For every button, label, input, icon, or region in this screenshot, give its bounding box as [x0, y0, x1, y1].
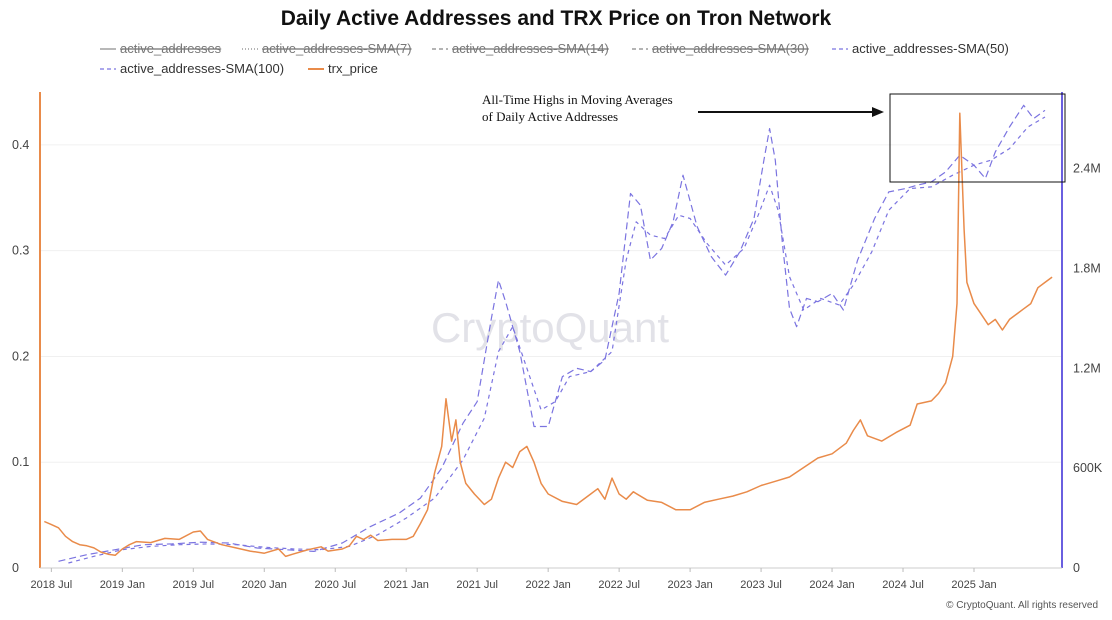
y-left-tick-label: 0.1 — [12, 455, 29, 469]
y-left-tick-label: 0 — [12, 561, 19, 575]
watermark: CryptoQuant — [431, 304, 669, 351]
legend-label: active_addresses — [120, 41, 222, 56]
chart-axes: 0 0.1 0.2 0.3 0.4 0 600K 1.2M 1.8M 2.4M 2018 Jul 20… — [12, 92, 1103, 591]
x-tick-label: 2024 Jul — [882, 579, 924, 591]
x-tick-label: 2018 Jul — [31, 579, 73, 591]
annotation-text-line: of Daily Active Addresses — [482, 109, 618, 124]
legend-label: active_addresses-SMA(30) — [652, 41, 809, 56]
annotation-arrow-head — [872, 107, 884, 117]
legend-item[interactable]: active_addresses-SMA(100) — [100, 61, 284, 76]
y-right-tick-label: 0 — [1073, 561, 1080, 575]
legend-item[interactable]: active_addresses — [100, 41, 222, 56]
legend-item[interactable]: trx_price — [308, 61, 378, 76]
x-tick-label: 2022 Jan — [526, 579, 571, 591]
y-left-tick-label: 0.3 — [12, 244, 29, 258]
chart-title: Daily Active Addresses and TRX Price on … — [281, 7, 832, 30]
x-tick-label: 2024 Jan — [809, 579, 854, 591]
x-tick-label: 2019 Jan — [100, 579, 145, 591]
legend-label: active_addresses-SMA(14) — [452, 41, 609, 56]
x-tick-label: 2021 Jul — [456, 579, 498, 591]
legend-item[interactable]: active_addresses-SMA(30) — [632, 41, 809, 56]
legend-item[interactable]: active_addresses-SMA(50) — [832, 41, 1009, 56]
x-tick-label: 2025 Jan — [951, 579, 996, 591]
x-tick-label: 2022 Jul — [598, 579, 640, 591]
x-tick-label: 2023 Jan — [667, 579, 712, 591]
series-line-active-addresses-sma-50 — [58, 104, 1046, 562]
y-left-tick-label: 0.4 — [12, 138, 29, 152]
x-tick-label: 2020 Jan — [242, 579, 287, 591]
annotation-text-line: All-Time Highs in Moving Averages — [482, 92, 673, 107]
series-line-trx-price — [43, 112, 1053, 558]
y-right-tick-label: 1.2M — [1073, 361, 1101, 375]
y-right-tick-label: 2.4M — [1073, 162, 1101, 176]
y-right-tick-label: 1.8M — [1073, 261, 1101, 275]
legend-label: active_addresses-SMA(100) — [120, 61, 284, 76]
x-tick-label: 2021 Jan — [384, 579, 429, 591]
credit-text: © CryptoQuant. All rights reserved — [946, 600, 1098, 611]
y-right-tick-label: 600K — [1073, 461, 1103, 475]
chart-legend[interactable]: active_addresses active_addresses-SMA(7) a… — [100, 41, 1009, 76]
chart-grid — [40, 144, 1062, 463]
highlight-box — [889, 93, 1066, 183]
chart-series — [43, 104, 1053, 564]
legend-item[interactable]: active_addresses-SMA(7) — [242, 41, 412, 56]
series-line-active-addresses-sma-100 — [68, 116, 1046, 564]
x-tick-label: 2019 Jul — [173, 579, 215, 591]
legend-label: active_addresses-SMA(50) — [852, 41, 1009, 56]
annotation: All-Time Highs in Moving Averages of Dail… — [482, 92, 1066, 183]
legend-label: active_addresses-SMA(7) — [262, 41, 412, 56]
legend-item[interactable]: active_addresses-SMA(14) — [432, 41, 609, 56]
x-tick-label: 2020 Jul — [314, 579, 356, 591]
y-left-tick-label: 0.2 — [12, 349, 29, 363]
x-tick-label: 2023 Jul — [740, 579, 782, 591]
legend-label: trx_price — [328, 61, 378, 76]
